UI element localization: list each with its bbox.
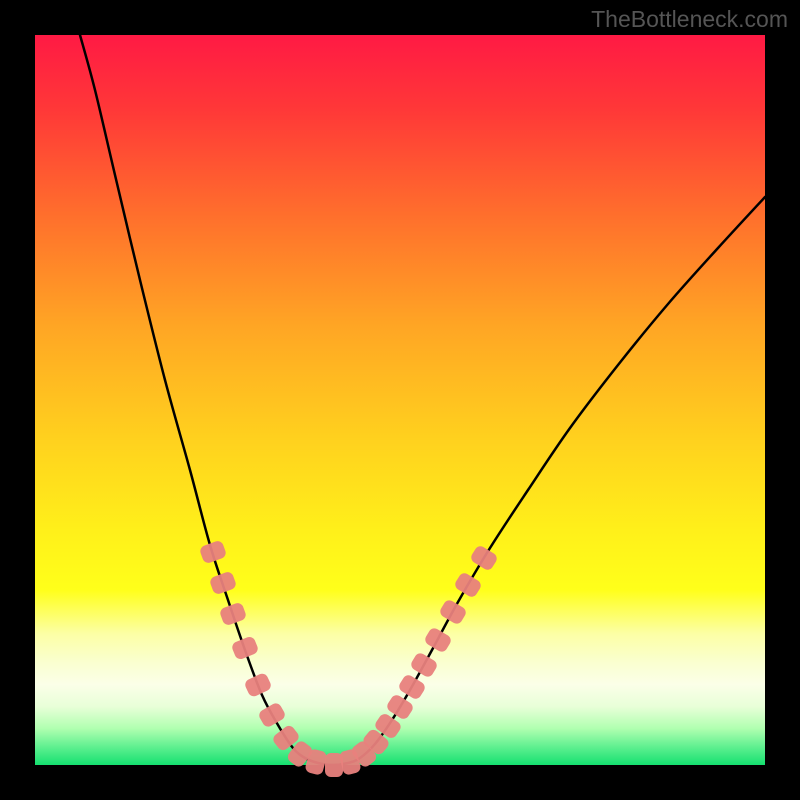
watermark-text: TheBottleneck.com xyxy=(591,6,788,33)
chart-gradient-background xyxy=(35,35,765,765)
bottleneck-chart xyxy=(0,0,800,800)
chart-container: TheBottleneck.com xyxy=(0,0,800,800)
